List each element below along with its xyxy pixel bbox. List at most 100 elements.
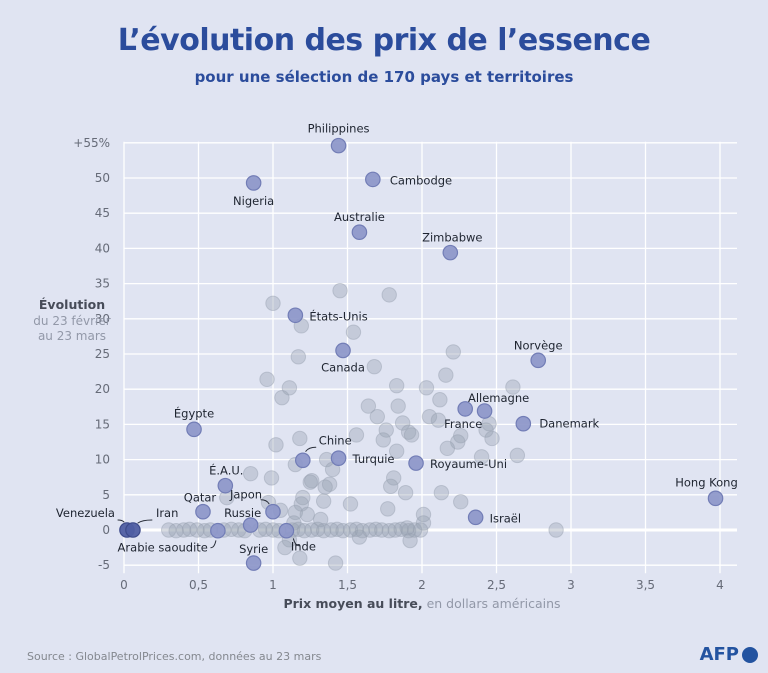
background-point: [432, 392, 448, 408]
background-point: [257, 521, 274, 537]
y-tick-label: 20: [95, 382, 110, 396]
point-allemagne: [476, 403, 493, 419]
label-connector: [210, 540, 217, 549]
background-point: [296, 523, 312, 539]
point-label-cambodge: Cambodge: [390, 173, 452, 187]
point-label-allemagne: Allemagne: [468, 391, 529, 405]
background-point: [263, 470, 280, 486]
afp-logo-circle-icon: [742, 646, 758, 663]
point-label-royaume-uni: Royaume-Uni: [430, 457, 507, 471]
background-point: [332, 282, 348, 299]
y-tick-label: 45: [95, 206, 110, 220]
point-label-venezuela: Venezuela: [56, 506, 115, 520]
background-point: [295, 489, 311, 506]
background-point: [312, 511, 329, 528]
point-australie: [351, 224, 368, 241]
y-tick-label: +55%: [73, 136, 110, 150]
background-point: [310, 521, 326, 537]
point-syrie: [245, 555, 262, 571]
background-point: [360, 398, 377, 414]
background-point: [293, 496, 310, 512]
point-label-canada: Canada: [321, 360, 365, 374]
background-point: [430, 412, 447, 428]
background-point: [327, 555, 344, 571]
background-point: [383, 478, 399, 495]
background-point: [348, 427, 365, 443]
background-point: [161, 522, 177, 538]
label-connector: [137, 519, 153, 524]
background-point: [478, 422, 494, 438]
background-point: [315, 523, 332, 539]
background-point: [342, 522, 359, 538]
y-tick-label: 40: [95, 241, 110, 255]
afp-logo-text: AFP: [699, 644, 739, 665]
point-etats-unis: [287, 307, 304, 324]
background-point: [274, 389, 290, 406]
label-connector: [117, 519, 125, 523]
background-point: [415, 506, 432, 523]
background-point: [380, 501, 396, 517]
x-tick-label: 1,5: [338, 578, 357, 592]
background-point: [342, 496, 359, 512]
label-connector: [260, 499, 270, 505]
point-label-chine: Chine: [319, 433, 352, 447]
background-point: [304, 473, 320, 489]
background-point: [290, 349, 307, 365]
background-point: [394, 415, 411, 431]
point-inde: [278, 522, 295, 539]
background-point: [302, 474, 318, 490]
background-point: [453, 494, 469, 510]
point-japon: [265, 503, 281, 520]
point-arabie-saoudite: [210, 522, 226, 539]
chart-header: L’évolution des prix de l’essence pour u…: [0, 23, 768, 87]
point-label-inde: Inde: [291, 540, 316, 554]
background-point: [375, 432, 391, 448]
point-danemark: [515, 415, 532, 432]
afp-logo: AFP: [700, 644, 758, 665]
point-philippines: [330, 137, 347, 154]
point-iran: [125, 522, 141, 538]
y-tick-label: 5: [102, 488, 110, 502]
page-subtitle: pour une sélection de 170 pays et territ…: [194, 68, 574, 86]
page-title: L’évolution des prix de l’essence: [117, 23, 651, 58]
background-point: [387, 522, 403, 538]
y-tick-label: 10: [95, 453, 110, 467]
background-point: [292, 430, 308, 447]
background-point: [399, 520, 415, 536]
background-point: [509, 447, 526, 464]
background-point: [397, 484, 414, 501]
gridlines: [123, 141, 737, 574]
background-point: [242, 465, 259, 482]
y-tick-label: 15: [95, 417, 110, 431]
y-axis-title-sub: du 23 février: [33, 314, 110, 328]
background-point: [406, 522, 423, 538]
point-royaume-uni: [408, 455, 424, 471]
point-label-zimbabwe: Zimbabwe: [422, 231, 482, 245]
point-israel: [467, 509, 484, 526]
background-point: [345, 324, 362, 340]
point-canada: [335, 342, 351, 359]
chart-footer: Source : GlobalPetrolPrices.com, données…: [0, 640, 768, 673]
point-qatar: [195, 503, 211, 520]
background-point: [390, 398, 406, 414]
background-point: [433, 484, 450, 501]
background-point: [268, 437, 284, 453]
point-label-japon: Japon: [229, 488, 262, 502]
x-tick-label: 3: [567, 578, 575, 592]
label-connector: [305, 446, 317, 452]
x-tick-label: 2,5: [487, 578, 506, 592]
point-label-danemark: Danemark: [539, 417, 599, 431]
background-point: [548, 522, 564, 538]
background-point: [323, 522, 339, 538]
background-point: [304, 522, 320, 538]
background-point: [412, 522, 429, 538]
background-point: [265, 295, 281, 312]
background-point: [378, 422, 394, 438]
background-point: [403, 427, 420, 443]
background-point: [450, 434, 466, 450]
point-e-a-u: [217, 477, 234, 494]
y-axis-title-sub: au 23 mars: [38, 329, 106, 343]
background-point: [385, 470, 402, 486]
point-label-russie: Russie: [224, 506, 261, 520]
